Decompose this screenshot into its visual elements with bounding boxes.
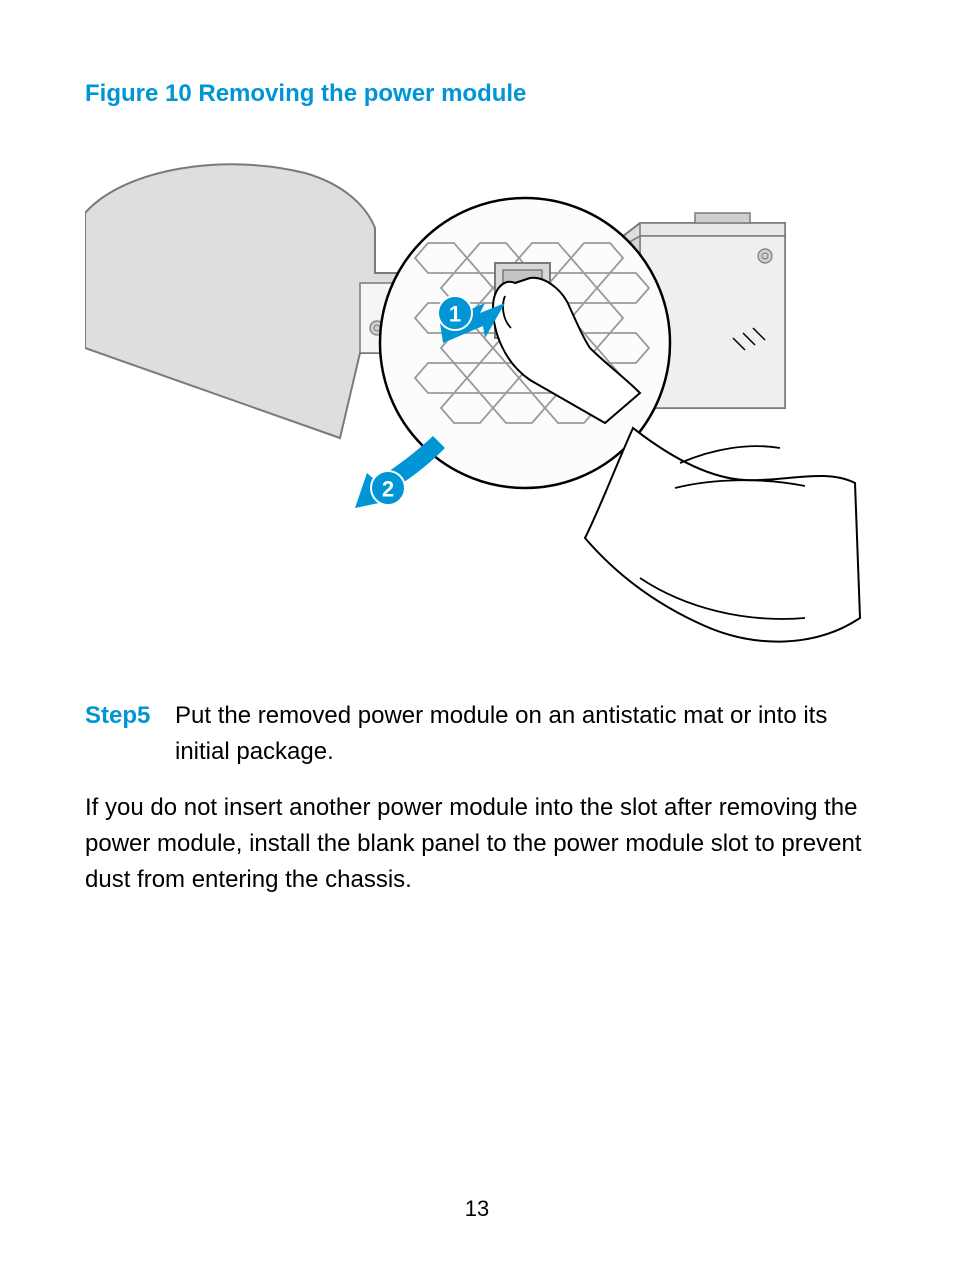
figure-title: Figure 10 Removing the power module xyxy=(85,80,869,108)
svg-text:2: 2 xyxy=(382,477,394,502)
callout-1: 1 xyxy=(438,296,472,330)
step-text: Put the removed power module on an antis… xyxy=(175,698,869,770)
svg-text:1: 1 xyxy=(449,302,461,327)
figure-illustration: 1 2 xyxy=(85,128,869,658)
step-5: Step5 Put the removed power module on an… xyxy=(85,698,869,770)
page-number: 13 xyxy=(465,1196,489,1222)
step-label: Step5 xyxy=(85,698,175,770)
callout-2: 2 xyxy=(371,471,405,505)
body-paragraph: If you do not insert another power modul… xyxy=(85,790,869,898)
